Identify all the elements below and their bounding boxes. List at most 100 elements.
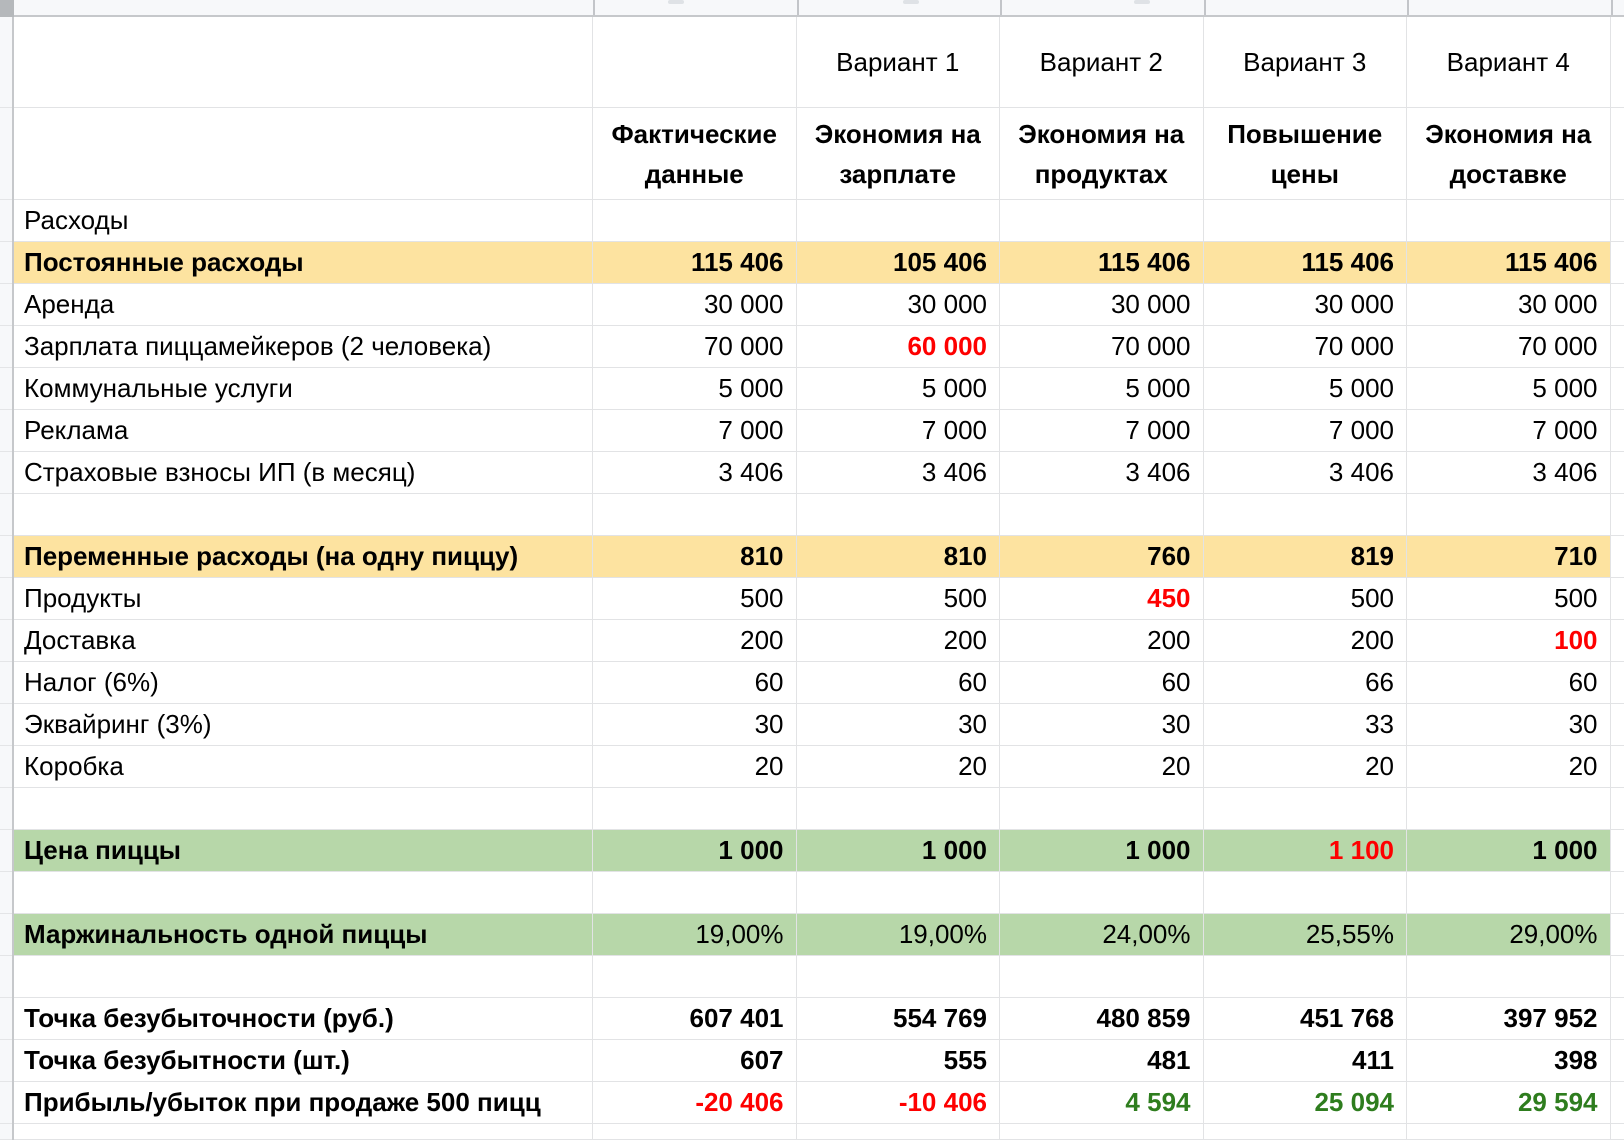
spacer-cell[interactable] <box>1610 326 1624 368</box>
value-cell[interactable]: 481 <box>1000 1040 1204 1082</box>
value-cell[interactable]: 29,00% <box>1407 914 1611 956</box>
value-cell[interactable]: 115 406 <box>1000 242 1204 284</box>
value-cell[interactable]: 397 952 <box>1407 998 1611 1040</box>
row-label-cell[interactable]: Постоянные расходы <box>14 242 593 284</box>
row-header-stub[interactable] <box>0 830 12 872</box>
value-cell[interactable]: 30 <box>593 704 797 746</box>
value-cell[interactable] <box>1000 956 1204 998</box>
row-label-cell[interactable]: Продукты <box>14 578 593 620</box>
row-label-cell[interactable]: Эквайринг (3%) <box>14 704 593 746</box>
value-cell[interactable]: 1 000 <box>796 830 1000 872</box>
row-header-stub[interactable] <box>0 17 12 108</box>
value-cell[interactable] <box>1000 1124 1204 1140</box>
variant-header-cell[interactable]: Вариант 2 <box>1000 17 1204 108</box>
value-cell[interactable]: 500 <box>1407 578 1611 620</box>
spacer-cell[interactable] <box>1610 788 1624 830</box>
value-cell[interactable]: 451 768 <box>1203 998 1407 1040</box>
row-label-cell[interactable] <box>14 1124 593 1140</box>
value-cell[interactable]: 30 000 <box>1203 284 1407 326</box>
value-cell[interactable] <box>1407 956 1611 998</box>
value-cell[interactable] <box>593 1124 797 1140</box>
spacer-cell[interactable] <box>1610 704 1624 746</box>
spacer-cell[interactable] <box>1610 242 1624 284</box>
value-cell[interactable] <box>1407 200 1611 242</box>
value-cell[interactable]: 30 000 <box>593 284 797 326</box>
value-cell[interactable] <box>1203 788 1407 830</box>
spacer-cell[interactable] <box>1610 284 1624 326</box>
value-cell[interactable]: 7 000 <box>796 410 1000 452</box>
scenario-header-cell[interactable]: Фактические данные <box>593 108 797 200</box>
value-cell[interactable]: 760 <box>1000 536 1204 578</box>
row-label-cell[interactable]: Точка безубыточности (руб.) <box>14 998 593 1040</box>
spacer-cell[interactable] <box>1610 662 1624 704</box>
row-label-cell[interactable]: Реклама <box>14 410 593 452</box>
header-cell-empty[interactable] <box>14 17 593 108</box>
row-label-cell[interactable]: Переменные расходы (на одну пиццу) <box>14 536 593 578</box>
variant-header-cell[interactable]: Вариант 4 <box>1407 17 1611 108</box>
spacer-cell[interactable] <box>1610 410 1624 452</box>
row-header-stub[interactable] <box>0 914 12 956</box>
value-cell[interactable] <box>1203 1124 1407 1140</box>
value-cell[interactable]: 30 000 <box>1000 284 1204 326</box>
row-label-cell[interactable]: Страховые взносы ИП (в месяц) <box>14 452 593 494</box>
value-cell[interactable] <box>593 872 797 914</box>
value-cell[interactable]: 7 000 <box>1203 410 1407 452</box>
value-cell[interactable]: 5 000 <box>796 368 1000 410</box>
value-cell[interactable]: 500 <box>593 578 797 620</box>
row-header-stub[interactable] <box>0 872 12 914</box>
value-cell[interactable]: 115 406 <box>1407 242 1611 284</box>
value-cell[interactable]: 500 <box>796 578 1000 620</box>
value-cell[interactable]: 200 <box>1000 620 1204 662</box>
scenario-header-cell[interactable]: Экономия на доставке <box>1407 108 1611 200</box>
value-cell[interactable] <box>796 872 1000 914</box>
value-cell[interactable]: 411 <box>1203 1040 1407 1082</box>
row-header-stub[interactable] <box>0 746 12 788</box>
value-cell[interactable]: 1 000 <box>1407 830 1611 872</box>
value-cell[interactable]: 20 <box>1203 746 1407 788</box>
value-cell[interactable]: -10 406 <box>796 1082 1000 1124</box>
value-cell[interactable]: 1 000 <box>1000 830 1204 872</box>
row-header-stub[interactable] <box>0 620 12 662</box>
value-cell[interactable] <box>1203 872 1407 914</box>
spacer-cell[interactable] <box>1610 494 1624 536</box>
value-cell[interactable]: 607 401 <box>593 998 797 1040</box>
variant-header-cell[interactable]: Вариант 3 <box>1203 17 1407 108</box>
value-cell[interactable]: 19,00% <box>796 914 1000 956</box>
value-cell[interactable]: 60 <box>593 662 797 704</box>
value-cell[interactable]: 60 <box>1407 662 1611 704</box>
value-cell[interactable]: 500 <box>1203 578 1407 620</box>
value-cell[interactable]: 7 000 <box>1407 410 1611 452</box>
spacer-cell[interactable] <box>1610 872 1624 914</box>
value-cell[interactable]: 3 406 <box>1407 452 1611 494</box>
value-cell[interactable]: 20 <box>593 746 797 788</box>
value-cell[interactable] <box>593 494 797 536</box>
value-cell[interactable]: 555 <box>796 1040 1000 1082</box>
value-cell[interactable] <box>1407 872 1611 914</box>
value-cell[interactable]: -20 406 <box>593 1082 797 1124</box>
row-header-gutter[interactable] <box>0 17 14 1140</box>
spacer-cell[interactable] <box>1610 108 1624 200</box>
value-cell[interactable]: 25 094 <box>1203 1082 1407 1124</box>
value-cell[interactable]: 4 594 <box>1000 1082 1204 1124</box>
row-label-cell[interactable]: Доставка <box>14 620 593 662</box>
spacer-cell[interactable] <box>1610 956 1624 998</box>
value-cell[interactable]: 19,00% <box>593 914 797 956</box>
value-cell[interactable]: 66 <box>1203 662 1407 704</box>
value-cell[interactable]: 1 000 <box>593 830 797 872</box>
value-cell[interactable]: 29 594 <box>1407 1082 1611 1124</box>
value-cell[interactable] <box>593 788 797 830</box>
row-header-stub[interactable] <box>0 452 12 494</box>
value-cell[interactable]: 25,55% <box>1203 914 1407 956</box>
value-cell[interactable]: 7 000 <box>593 410 797 452</box>
value-cell[interactable]: 30 <box>1407 704 1611 746</box>
spacer-cell[interactable] <box>1610 578 1624 620</box>
row-label-cell[interactable]: Зарплата пиццамейкеров (2 человека) <box>14 326 593 368</box>
value-cell[interactable]: 30 000 <box>1407 284 1611 326</box>
row-header-stub[interactable] <box>0 326 12 368</box>
spacer-cell[interactable] <box>1610 536 1624 578</box>
row-label-cell[interactable]: Коммунальные услуги <box>14 368 593 410</box>
spacer-cell[interactable] <box>1610 620 1624 662</box>
value-cell[interactable]: 100 <box>1407 620 1611 662</box>
value-cell[interactable] <box>1203 200 1407 242</box>
row-header-stub[interactable] <box>0 704 12 746</box>
